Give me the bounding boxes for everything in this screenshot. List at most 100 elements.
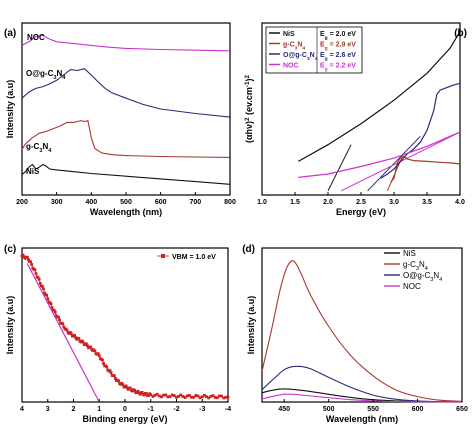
x-axis-label-d: Wavelength (nm) — [326, 414, 398, 424]
data-point-c — [45, 293, 49, 297]
curve-label-g-c3n4: g-C3N4 — [26, 142, 52, 154]
data-point-c — [157, 394, 161, 398]
data-point-c — [205, 395, 208, 399]
plot-frame-d — [261, 247, 463, 403]
data-point-c — [142, 393, 146, 397]
data-point-c — [160, 395, 163, 399]
panel-letter-c: (c) — [4, 244, 16, 255]
data-point-c — [166, 395, 170, 399]
data-point-c — [65, 328, 69, 332]
legend-eg-b: Eg = 2.0 eV — [320, 31, 356, 41]
data-point-c — [101, 358, 104, 362]
data-point-c — [27, 258, 30, 262]
data-point-c — [192, 395, 196, 399]
x-tick-label-b: 3.0 — [389, 199, 399, 206]
series-line-b-ogc3n4 — [380, 82, 460, 179]
data-point-c — [93, 349, 97, 353]
series-line-b-nis — [298, 31, 460, 162]
x-tick-label-c: 3 — [46, 406, 50, 413]
data-point-c — [202, 394, 206, 397]
data-point-c — [220, 394, 223, 398]
data-point-c — [224, 395, 228, 399]
legend-name-b: NOC — [283, 63, 299, 70]
data-point-c — [38, 281, 42, 285]
panel-letter-a: (a) — [4, 28, 16, 39]
data-point-c — [30, 263, 34, 266]
legend-name-b: g-C3N4 — [283, 42, 305, 52]
legend-name-d: O@g-C3N4 — [403, 271, 442, 283]
data-point-c — [109, 371, 113, 375]
x-tick-label-b: 2.5 — [356, 199, 366, 206]
data-point-c — [33, 268, 37, 272]
data-point-c — [198, 396, 202, 400]
data-point-c — [153, 393, 157, 397]
data-point-c — [175, 395, 178, 399]
legend-name-b: O@g-C3N4 — [283, 52, 318, 62]
x-tick-label-a: 500 — [120, 199, 132, 206]
data-point-c — [81, 340, 85, 344]
data-point-c — [52, 308, 56, 312]
x-axis-label-c: Binding energy (eV) — [82, 414, 167, 424]
data-point-c — [36, 276, 40, 279]
data-point-c — [49, 302, 53, 306]
x-tick-label-a: 200 — [16, 199, 28, 206]
data-point-c — [177, 394, 181, 398]
data-point-c — [61, 322, 65, 326]
data-point-c — [96, 352, 100, 355]
tangent-line-b — [367, 135, 421, 192]
x-tick-label-b: 4.0 — [455, 199, 465, 206]
data-point-c — [125, 386, 129, 390]
data-point-c — [50, 306, 54, 309]
legend-name-b: NiS — [283, 31, 295, 38]
x-tick-label-a: 700 — [189, 199, 201, 206]
series-line-d-ogc3n4 — [261, 365, 463, 403]
data-point-c — [77, 337, 81, 340]
data-point-c — [112, 374, 116, 378]
data-point-c — [102, 362, 105, 365]
data-point-c — [86, 344, 89, 348]
series-line-a-gc3n4 — [21, 120, 231, 158]
legend-eg-b: Eg = 2.2 eV — [320, 63, 356, 73]
data-point-c — [213, 395, 217, 399]
legend-eg-b: Eg = 2.9 eV — [320, 42, 356, 52]
data-point-c — [25, 255, 29, 259]
legend-name-d: g-C3N4 — [403, 260, 428, 272]
data-point-c — [57, 315, 60, 319]
data-point-c — [37, 277, 41, 281]
series-line-d-noc — [261, 393, 462, 403]
x-tick-label-a: 300 — [51, 199, 63, 206]
x-tick-label-c: -3 — [199, 406, 205, 413]
x-tick-label-a: 800 — [224, 199, 236, 206]
data-point-c — [73, 333, 76, 337]
data-point-c — [74, 336, 78, 339]
data-point-c — [43, 291, 46, 295]
x-tick-label-d: 500 — [323, 406, 335, 413]
series-line-a-noc — [21, 34, 231, 52]
legend-name-d: NOC — [403, 282, 421, 291]
data-point-c — [181, 395, 185, 398]
vbm-fit-line-c — [26, 263, 100, 403]
series-line-d-gc3n4 — [261, 260, 463, 402]
data-point-c — [58, 318, 61, 322]
x-tick-label-c: -4 — [225, 406, 231, 413]
data-point-c — [34, 272, 38, 275]
data-point-c — [69, 332, 73, 336]
data-point-c — [164, 393, 168, 397]
data-point-c — [155, 392, 159, 396]
data-point-c — [40, 284, 44, 288]
x-tick-label-c: -1 — [148, 406, 154, 413]
data-point-c — [162, 393, 166, 397]
data-point-c — [108, 369, 112, 372]
plot-area-b — [298, 31, 460, 192]
x-tick-label-d: 650 — [456, 406, 468, 413]
data-point-c — [147, 393, 151, 397]
data-point-c — [211, 394, 215, 398]
data-point-c — [113, 377, 117, 380]
data-point-c — [121, 383, 125, 386]
data-point-c — [196, 394, 200, 398]
data-point-c — [133, 389, 137, 392]
legend-name-d: NiS — [403, 249, 416, 258]
y-axis-label-c: Intensity (a.u) — [5, 296, 15, 355]
series-line-a-nis — [21, 163, 231, 185]
data-point-c — [117, 379, 120, 383]
